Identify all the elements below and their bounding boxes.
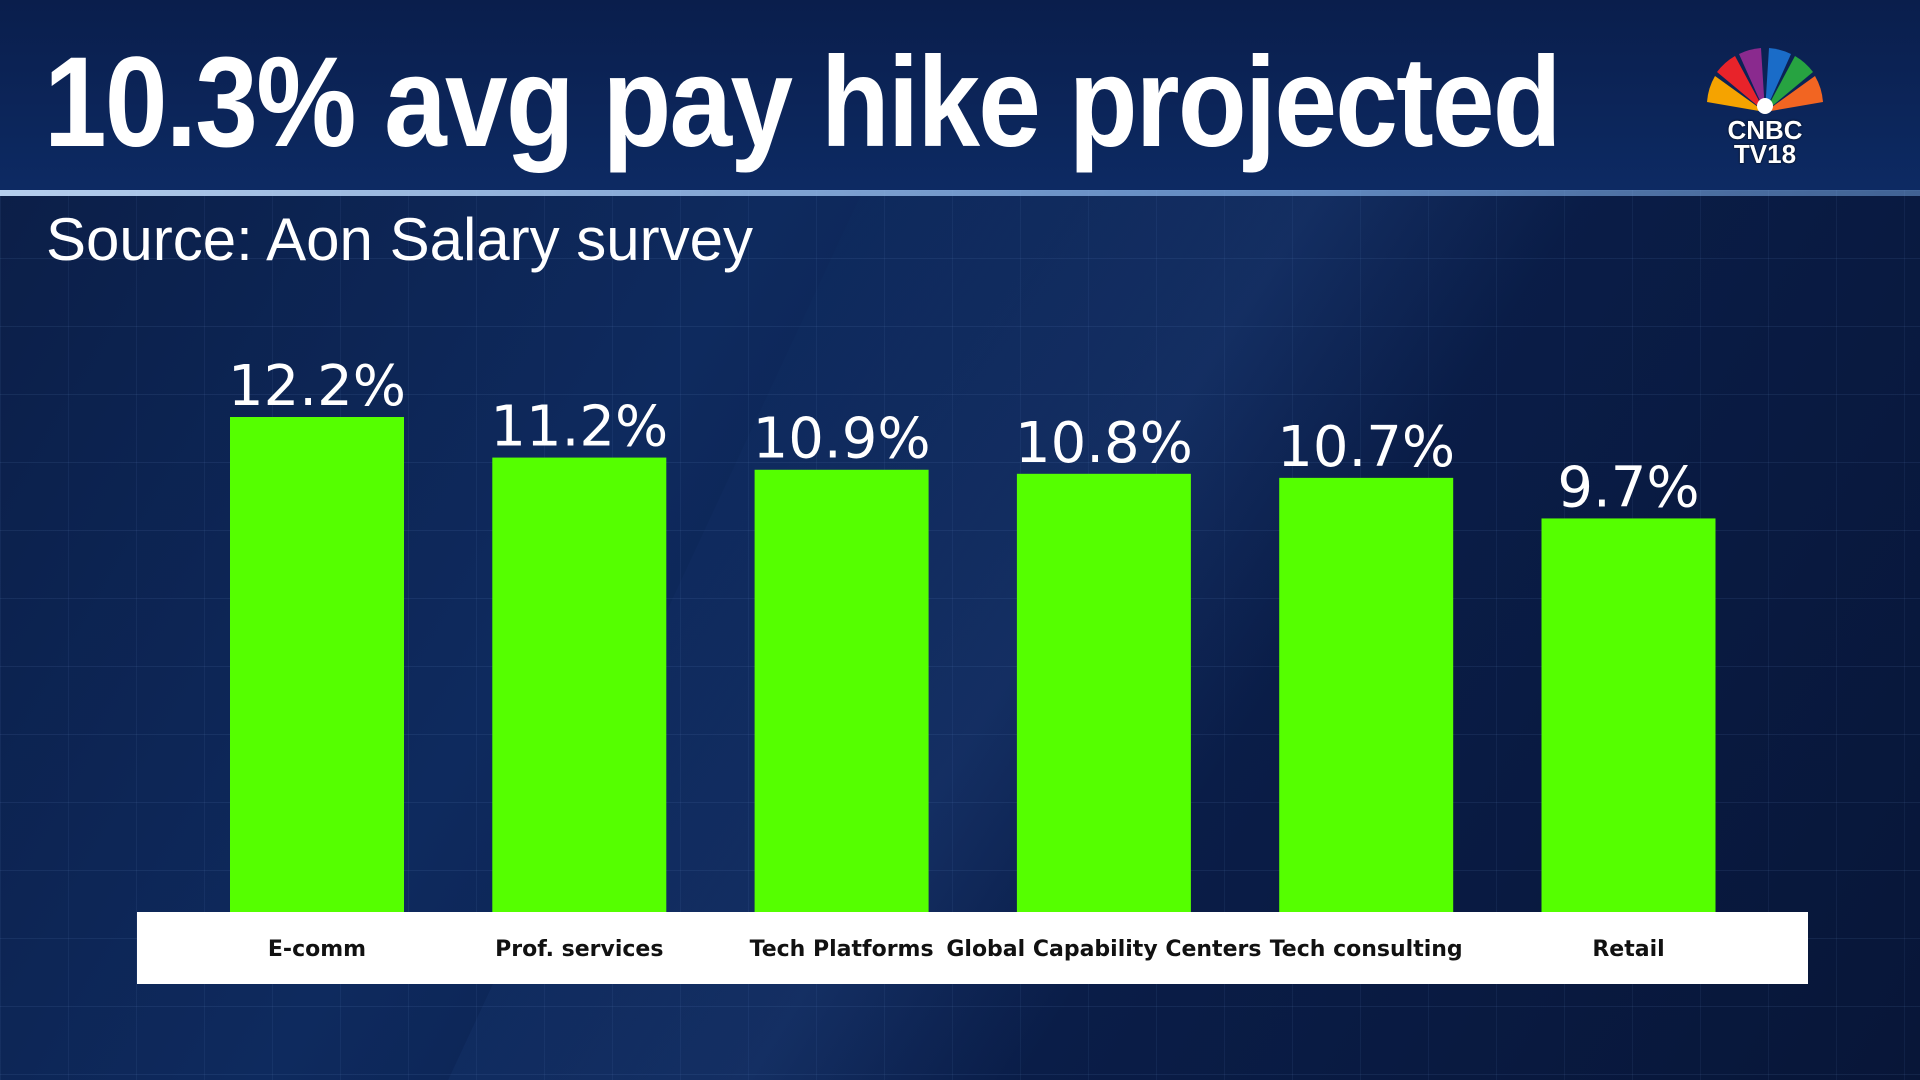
category-label: E-comm bbox=[268, 937, 366, 962]
bar-value-label: 11.2% bbox=[490, 395, 668, 460]
category-label: Prof. services bbox=[495, 937, 663, 962]
bar-value-label: 9.7% bbox=[1557, 455, 1699, 520]
category-label: Tech Platforms bbox=[750, 937, 934, 962]
category-label: Global Capability Centers bbox=[946, 937, 1261, 962]
bar-1 bbox=[492, 457, 667, 912]
header-divider bbox=[0, 190, 1920, 196]
bar-2 bbox=[754, 469, 929, 912]
bar-value-label: 12.2% bbox=[228, 354, 406, 419]
bar-4 bbox=[1279, 477, 1454, 912]
header-band bbox=[0, 0, 1920, 190]
bar-value-label: 10.9% bbox=[753, 407, 931, 472]
logo-text-tv18: TV18 bbox=[1733, 139, 1797, 169]
chart-source: Source: Aon Salary survey bbox=[46, 206, 754, 273]
logo-text-cnbc: CNBC bbox=[1727, 115, 1803, 145]
category-strip bbox=[137, 912, 1808, 984]
bar-value-label: 10.7% bbox=[1277, 415, 1455, 480]
category-label: Tech consulting bbox=[1270, 937, 1463, 962]
chart-title: 10.3% avg pay hike projected bbox=[44, 31, 1562, 174]
bar-value-label: 10.8% bbox=[1015, 411, 1193, 476]
bar-0 bbox=[230, 417, 404, 912]
channel-logo: CNBC TV18 bbox=[1700, 40, 1830, 170]
bar-3 bbox=[1016, 473, 1191, 912]
category-label: Retail bbox=[1592, 937, 1664, 962]
bar-5 bbox=[1541, 518, 1716, 912]
peacock-icon bbox=[1707, 48, 1823, 114]
